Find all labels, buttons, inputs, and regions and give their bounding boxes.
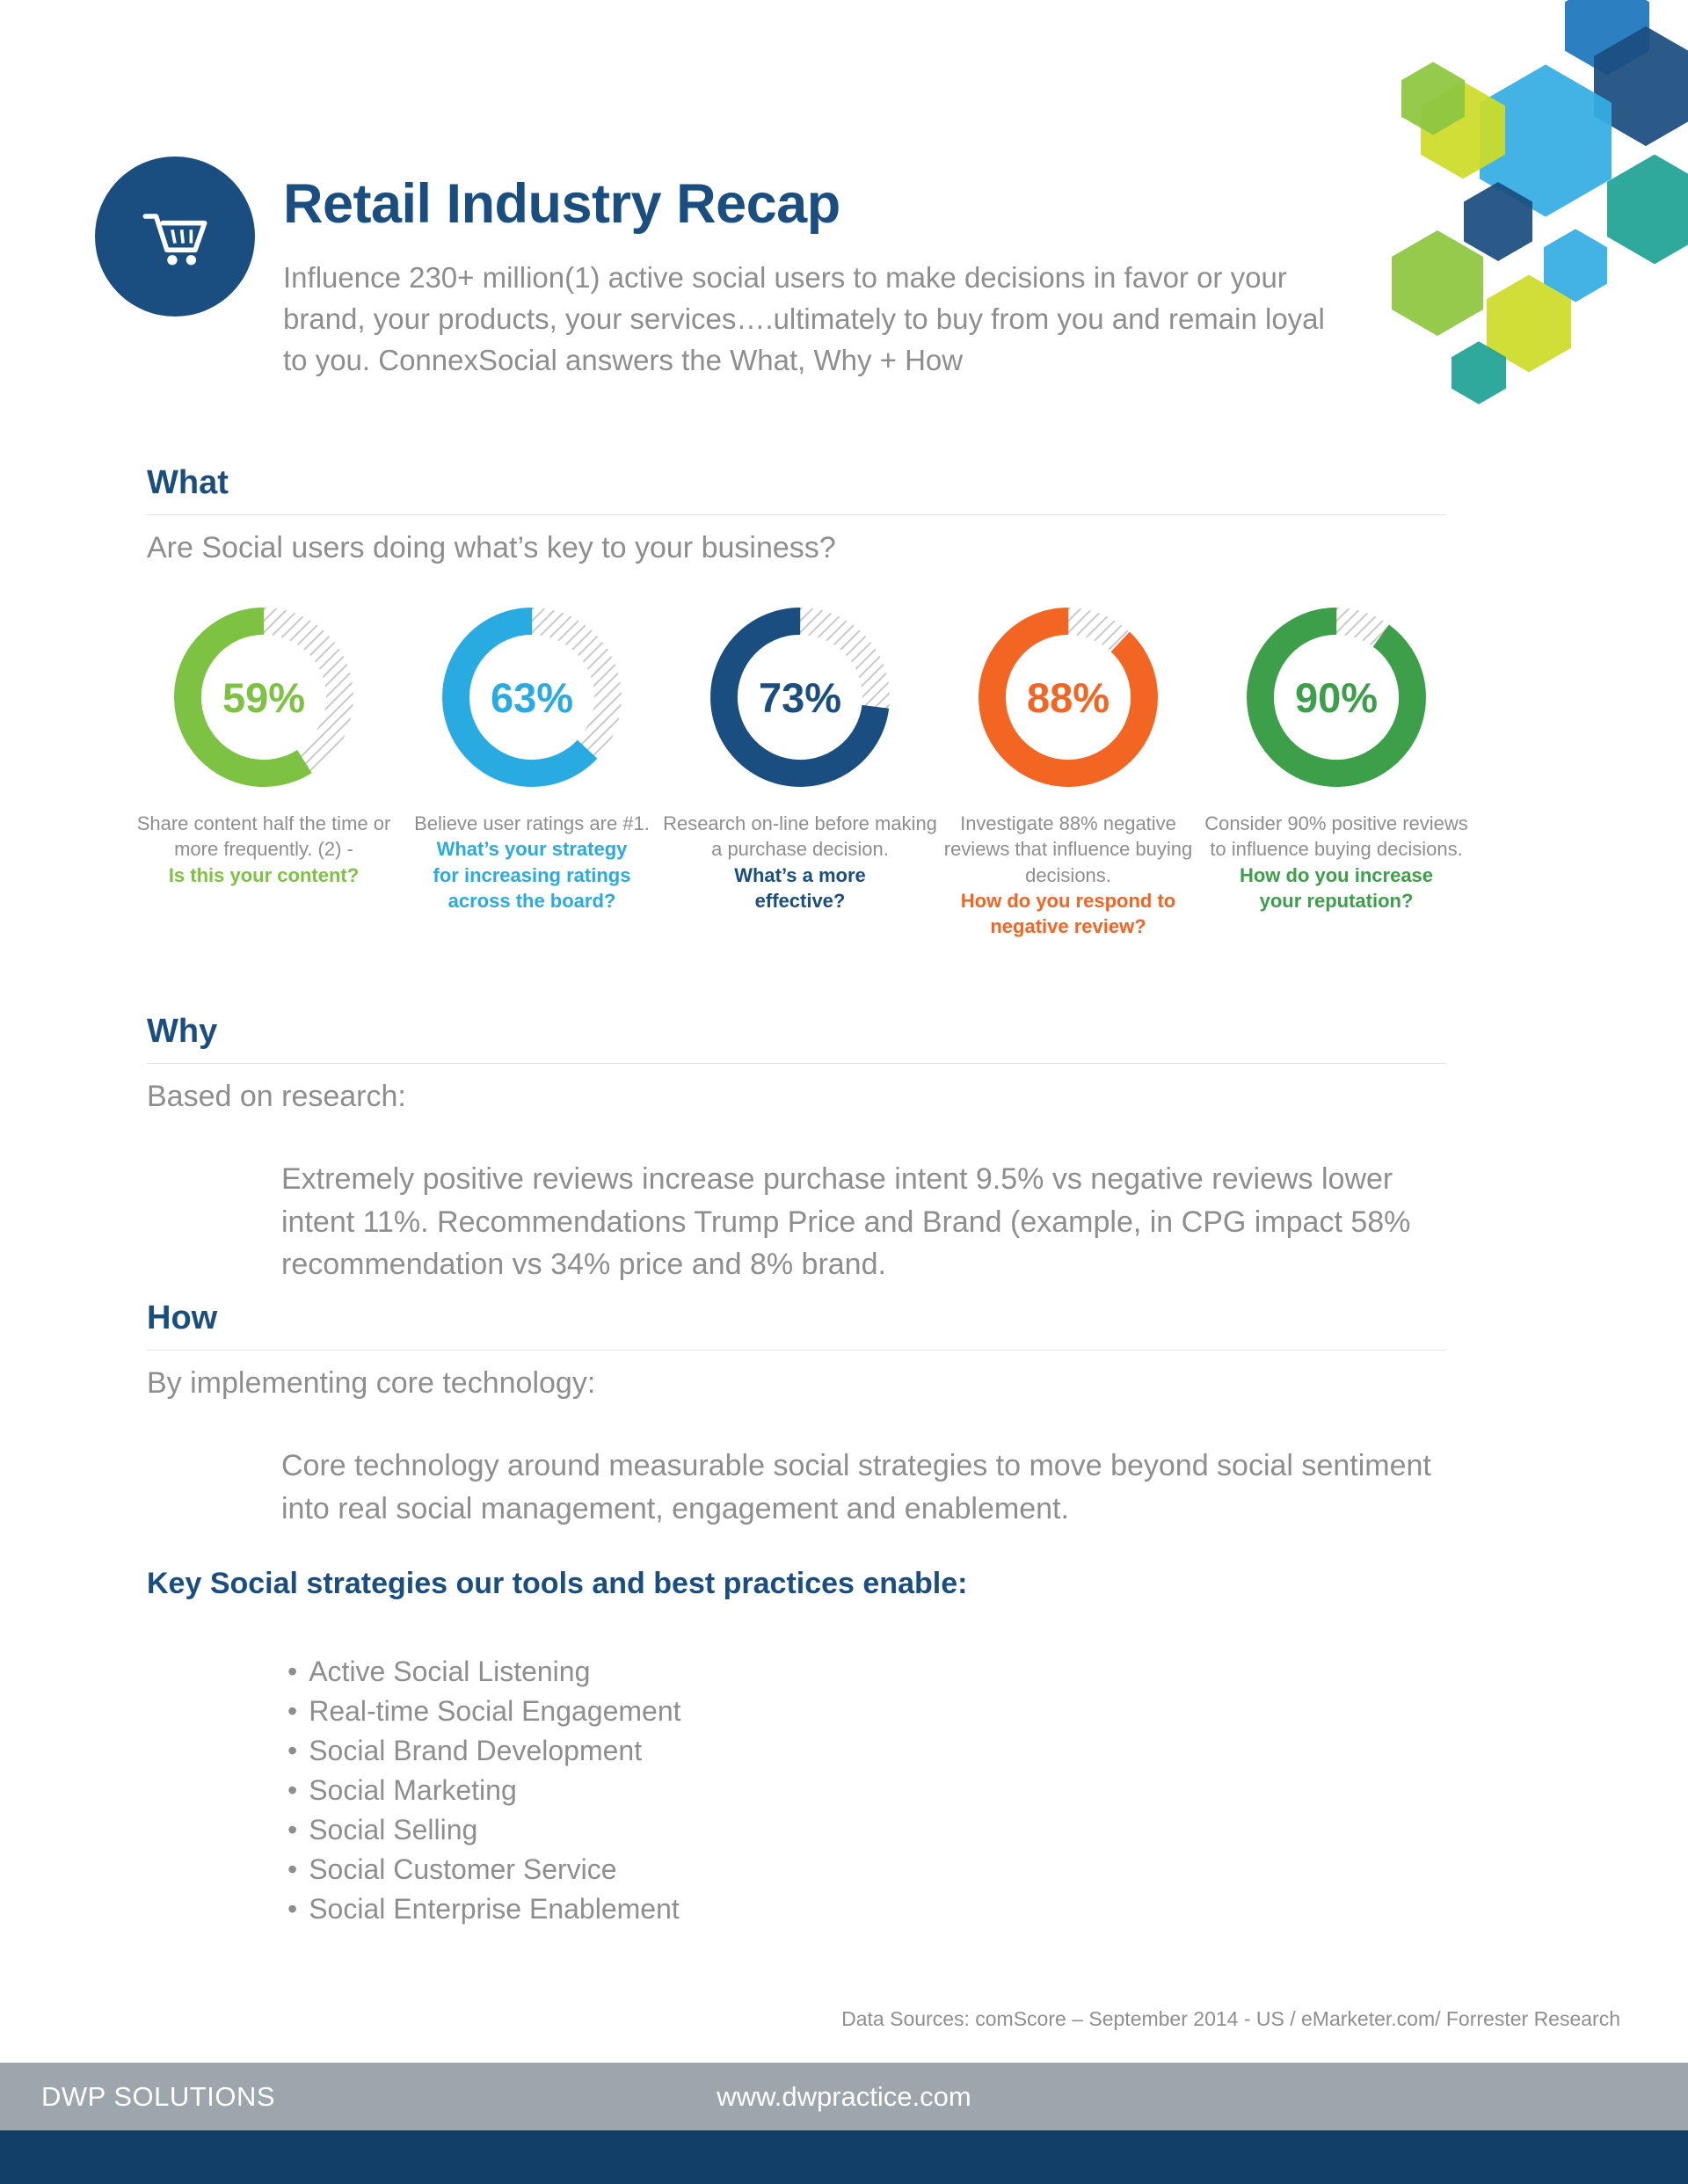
strategies-heading: Key Social strategies our tools and best… <box>147 1567 968 1600</box>
footer-company: DWP SOLUTIONS <box>41 2080 276 2112</box>
strategy-item: Social Selling <box>287 1810 1446 1850</box>
strategy-item: Social Enterprise Enablement <box>287 1889 1446 1929</box>
how-body: Core technology around measurable social… <box>281 1449 1431 1525</box>
page-title: Retail Industry Recap <box>283 173 840 235</box>
donut-question: What’s a more effective? <box>734 863 866 912</box>
why-heading: Why <box>147 1013 218 1050</box>
donut-percent-label: 90% <box>1294 673 1379 721</box>
strategies-list: Active Social ListeningReal-time Social … <box>287 1652 1446 1929</box>
donut-question: How do you respond to negative review? <box>960 889 1176 937</box>
section-divider <box>147 1063 1446 1064</box>
donut-caption-block: Research on-line before making a purchas… <box>663 811 937 914</box>
donut-ring: 88% <box>978 607 1159 788</box>
cart-badge <box>95 157 255 317</box>
donut-caption: Investigate 88% negative reviews that in… <box>943 812 1193 886</box>
donut-ring: 73% <box>709 607 891 788</box>
hexagon <box>1401 62 1465 135</box>
donut-question: How do you increase your reputation? <box>1239 863 1434 912</box>
footer-bar: DWP SOLUTIONS www.dwpractice.com <box>0 2063 1688 2130</box>
donut-percent-label: 73% <box>758 673 842 721</box>
donut-percent-label: 59% <box>222 673 306 721</box>
donut-caption-block: Share content half the time or more freq… <box>127 811 401 888</box>
donut-chart-90: 90% Consider 90% positive reviews to infl… <box>1204 607 1468 939</box>
footer-website: www.dwpractice.com <box>717 2080 971 2112</box>
strategy-item: Real-time Social Engagement <box>287 1692 1446 1731</box>
donut-ring: 59% <box>173 607 354 788</box>
strategy-item: Active Social Listening <box>287 1652 1446 1692</box>
strategy-item: Social Brand Development <box>287 1731 1446 1771</box>
what-question: Are Social users doing what’s key to you… <box>147 531 836 564</box>
donut-question: What’s your strategy for increasing rati… <box>433 838 631 912</box>
donut-svg <box>710 608 890 787</box>
donut-caption-block: Believe user ratings are #1. What’s your … <box>395 811 669 914</box>
donut-svg <box>174 608 353 787</box>
section-divider <box>147 514 1446 515</box>
donut-chart-63: 63% Believe user ratings are #1. What’s yo… <box>400 607 664 939</box>
donut-chart-59: 59% Share content half the time or more f… <box>132 607 396 939</box>
data-sources: Data Sources: comScore – September 2014 … <box>841 2007 1620 2030</box>
hexagon <box>1452 341 1506 404</box>
donut-ring: 90% <box>1246 607 1427 788</box>
page-subtitle: Influence 230+ million(1) active social … <box>283 261 1325 377</box>
donut-caption-block: Investigate 88% negative reviews that in… <box>931 811 1205 939</box>
donut-caption: Share content half the time or more freq… <box>136 812 391 861</box>
donut-chart-73: 73% Research on-line before making a purc… <box>663 607 937 939</box>
donut-percent-label: 88% <box>1026 673 1110 721</box>
donut-caption: Research on-line before making a purchas… <box>663 812 937 861</box>
section-why: Why Based on research: Extremely positiv… <box>147 1013 1446 1286</box>
donut-svg <box>1247 608 1426 787</box>
hexagon <box>1392 229 1483 337</box>
donut-caption-block: Consider 90% positive reviews to influen… <box>1199 811 1473 914</box>
donut-ring: 63% <box>441 607 622 788</box>
hexagon-decoration <box>1301 0 1688 431</box>
header: Retail Industry Recap Influence 230+ mil… <box>283 172 1356 382</box>
donut-caption: Consider 90% positive reviews to influen… <box>1204 812 1468 861</box>
donut-chart-88: 88% Investigate 88% negative reviews that… <box>936 607 1200 939</box>
why-body: Extremely positive reviews increase purc… <box>281 1162 1411 1282</box>
hexagon <box>1607 154 1688 265</box>
why-lead: Based on research: <box>147 1080 406 1113</box>
footer-strip <box>0 2130 1688 2184</box>
strategy-item: Social Customer Service <box>287 1850 1446 1889</box>
donut-row: 59% Share content half the time or more f… <box>132 607 1468 939</box>
strategy-item: Social Marketing <box>287 1771 1446 1810</box>
what-heading: What <box>147 464 229 501</box>
section-strategies: Key Social strategies our tools and best… <box>147 1567 1446 1929</box>
shopping-cart-icon <box>142 214 207 266</box>
donut-caption: Believe user ratings are #1. <box>414 812 650 834</box>
section-what: What Are Social users doing what’s key t… <box>147 464 1446 565</box>
how-lead: By implementing core technology: <box>147 1366 596 1400</box>
donut-svg <box>979 608 1158 787</box>
donut-svg <box>442 608 622 787</box>
how-heading: How <box>147 1299 218 1336</box>
section-how: How By implementing core technology: Cor… <box>147 1299 1446 1530</box>
donut-percent-label: 63% <box>490 673 574 721</box>
donut-question: Is this your content? <box>168 863 360 886</box>
